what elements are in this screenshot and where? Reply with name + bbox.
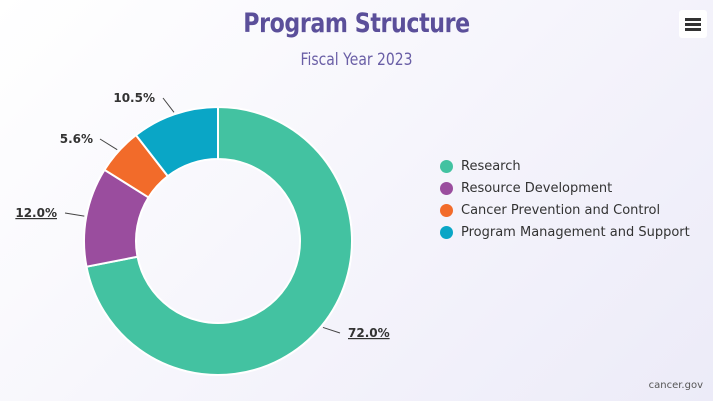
data-label-connector xyxy=(162,97,175,113)
data-label: 10.5% xyxy=(113,91,155,105)
legend-marker xyxy=(440,159,453,173)
chart-subtitle: Fiscal Year 2023 xyxy=(300,50,413,70)
slice-program-management[interactable] xyxy=(134,105,219,178)
legend-item-research[interactable]: Research xyxy=(440,155,690,177)
legend-marker xyxy=(440,181,453,195)
legend-item-cancer-prevention[interactable]: Cancer Prevention and Control xyxy=(440,199,690,221)
legend-marker xyxy=(440,203,453,217)
data-label-connector xyxy=(99,138,118,151)
legend-label: Resource Development xyxy=(461,180,613,196)
data-label-connector xyxy=(64,212,85,217)
legend-label: Cancer Prevention and Control xyxy=(461,202,661,218)
context-menu-button[interactable] xyxy=(679,10,707,38)
hamburger-menu-icon xyxy=(685,18,701,21)
data-label: 12.0% xyxy=(15,206,57,220)
chart-title: Program Structure xyxy=(243,8,470,39)
legend-item-resource-development[interactable]: Resource Development xyxy=(440,177,690,199)
data-label: 5.6% xyxy=(60,132,93,146)
slice-research[interactable] xyxy=(85,105,353,376)
legend-item-program-management[interactable]: Program Management and Support xyxy=(440,221,690,243)
legend-label: Research xyxy=(461,158,521,174)
data-label-connector xyxy=(322,326,341,334)
data-label: 72.0% xyxy=(348,326,390,340)
chart-legend: Research Resource Development Cancer Pre… xyxy=(440,155,690,243)
legend-label: Program Management and Support xyxy=(461,224,690,240)
credit-link[interactable]: cancer.gov xyxy=(648,380,703,391)
legend-marker xyxy=(440,225,453,239)
